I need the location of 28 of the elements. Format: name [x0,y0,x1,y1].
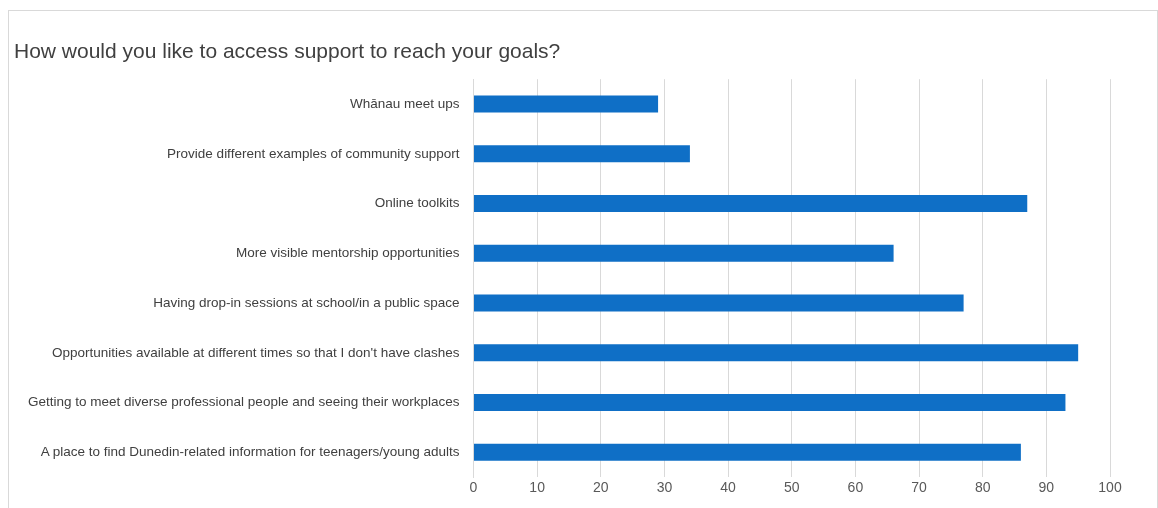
x-tick-label: 90 [1038,479,1055,496]
bar [474,195,1028,213]
y-tick-label: Provide different examples of community support [167,145,460,161]
bar [474,443,1021,461]
x-tick-label: 80 [974,479,991,496]
bar [474,294,964,312]
y-tick-label: Whānau meet ups [349,95,460,111]
x-tick-label: 70 [911,479,928,496]
x-tick-label: 10 [529,479,546,496]
y-tick-label: More visible mentorship opportunities [235,245,460,261]
y-tick-label: Having drop-in sessions at school/in a public space [153,294,460,310]
x-tick-label: 50 [783,479,800,496]
y-tick-label: Opportunities available at different times so that I don't have clashes [51,344,460,360]
bar [474,145,690,163]
bar [474,95,659,113]
x-tick-label: 20 [593,479,609,496]
text: How would you like to access support to reach your goals? [14,39,561,63]
x-tick-label: 30 [656,479,673,496]
y-tick-label: A place to find Dunedin-related information for teenagers/young adults [40,444,460,460]
bar [474,244,894,262]
y-tick-label: Online toolkits [374,195,460,211]
x-tick-label: 100 [1098,479,1122,496]
y-tick-label: Getting to meet diverse professional people and seeing their workplaces [28,394,460,410]
bar [474,394,1066,412]
x-tick-label: 0 [469,479,478,496]
x-tick-label: 40 [720,479,737,496]
bar [474,344,1079,362]
x-tick-label: 60 [847,479,864,496]
